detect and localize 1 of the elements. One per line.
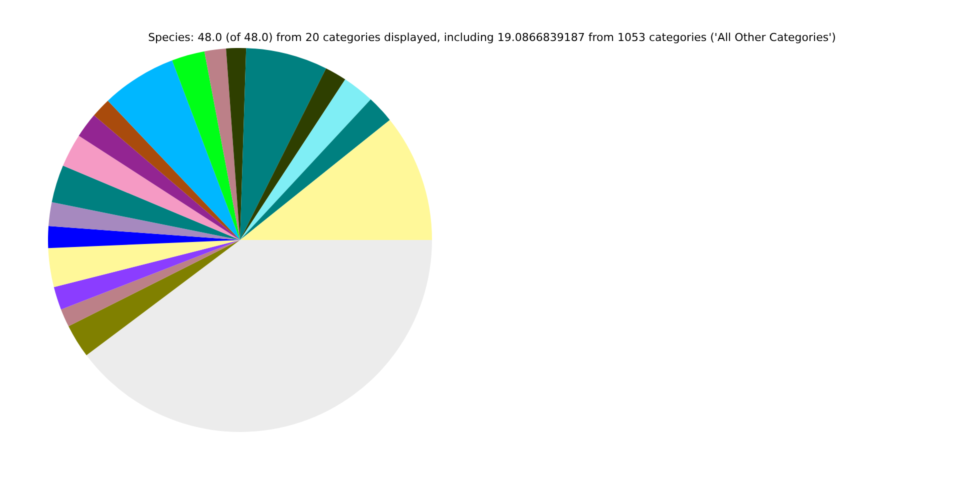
text: Species: 48.0 (of 48.0) from 20 categories displayed, including 19.0866839187 from 1053 categories ('All Other Categories'): [147, 31, 837, 44]
